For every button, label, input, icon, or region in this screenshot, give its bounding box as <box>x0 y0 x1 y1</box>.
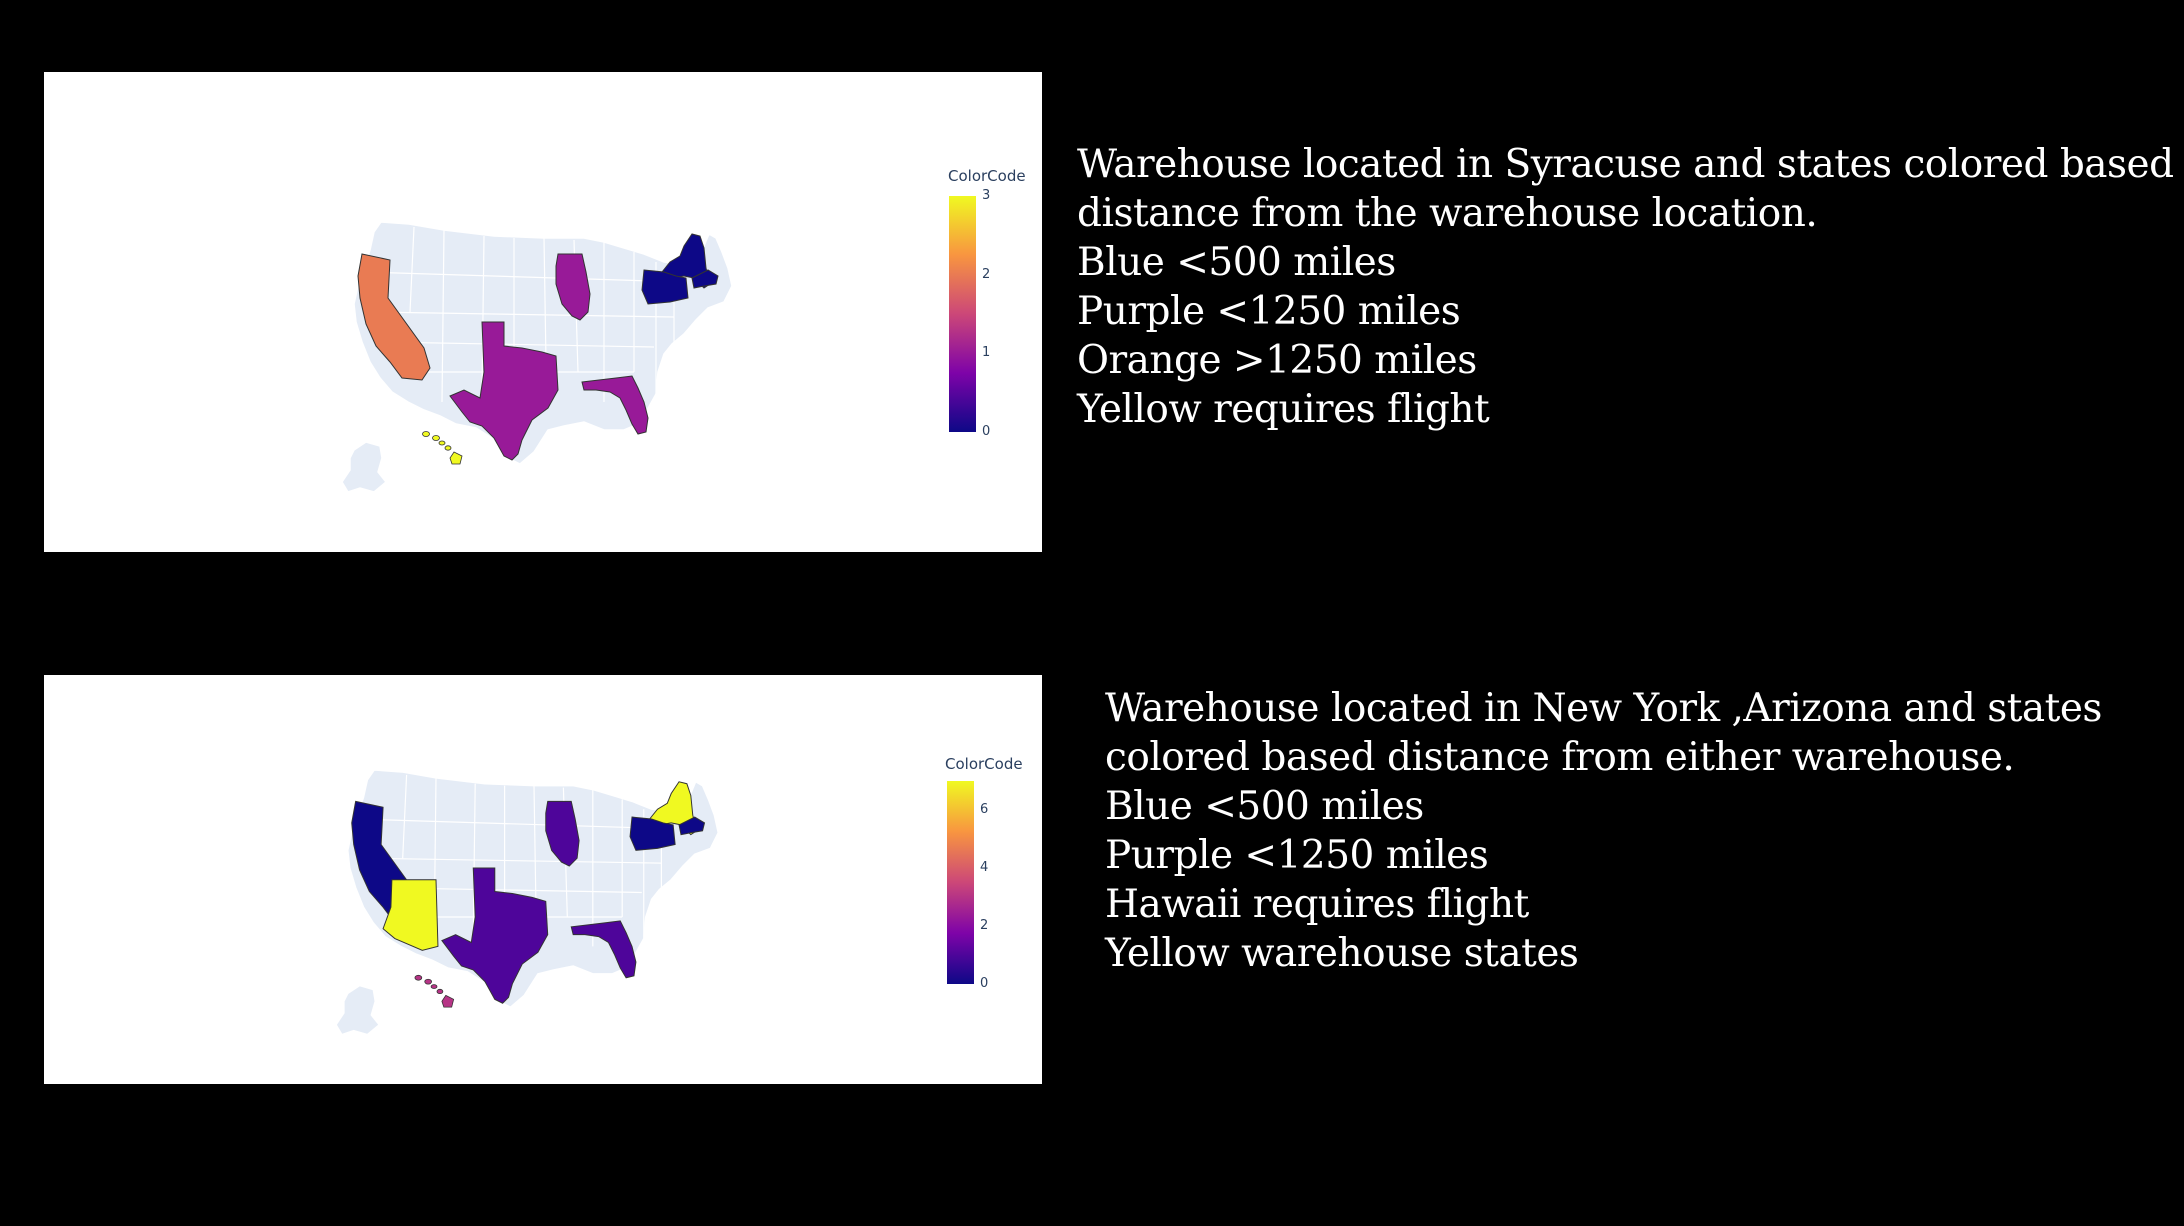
description-line: Warehouse located in Syracuse and states… <box>1077 142 2174 187</box>
legend-blue-line: Blue <500 miles <box>1077 240 1396 285</box>
map-panel-ny-arizona: ColorCode 0 2 4 6 <box>44 675 1042 1084</box>
legend-yellow-line: Yellow warehouse states <box>1105 931 1579 976</box>
state-florida <box>581 375 649 435</box>
state-border <box>363 271 685 283</box>
colorbar <box>949 196 976 432</box>
state-border <box>409 226 415 313</box>
state-hawaii <box>424 978 432 985</box>
legend-yellow-line: Yellow requires flight <box>1077 387 1490 432</box>
state-pennsylvania <box>641 269 689 305</box>
description-syracuse: Warehouse located in Syracuse and states… <box>1077 140 2174 434</box>
map-panel-syracuse: ColorCode 0 1 2 3 <box>44 72 1042 552</box>
map-group <box>341 221 733 493</box>
description-line: distance from the warehouse location. <box>1077 191 1818 236</box>
state-hawaii <box>449 451 463 465</box>
state-border <box>383 341 655 348</box>
state-border <box>367 857 662 864</box>
state-hawaii <box>436 988 444 995</box>
state-florida <box>570 920 637 979</box>
legend-blue-line: Blue <500 miles <box>1105 784 1424 829</box>
legend-purple-line: Purple <1250 miles <box>1105 833 1489 878</box>
state-california <box>357 253 431 381</box>
state-border <box>533 785 537 908</box>
legend-orange-line: Orange >1250 miles <box>1077 338 1477 383</box>
description-line: colored based distance from either wareh… <box>1105 735 2015 780</box>
state-hawaii <box>432 435 440 441</box>
state-border <box>402 774 408 859</box>
state-alaska <box>341 441 388 493</box>
state-massachusetts <box>678 816 706 836</box>
colorbar-tick: 0 <box>980 976 989 991</box>
colorbar <box>947 781 974 984</box>
colorbar-tick: 6 <box>980 802 989 817</box>
state-massachusetts <box>691 269 719 289</box>
us-choropleth-map-2 <box>335 769 720 1036</box>
colorbar-title: ColorCode <box>948 167 1026 185</box>
colorbar-title: ColorCode <box>945 755 1023 773</box>
colorbar-tick: 3 <box>982 188 991 203</box>
description-line: Warehouse located in New York ,Arizona a… <box>1105 686 2102 731</box>
state-illinois <box>555 253 591 321</box>
state-hawaii <box>430 984 438 989</box>
state-texas <box>441 867 549 1004</box>
colorbar-tick: 2 <box>982 266 991 282</box>
colorbar-tick: 0 <box>982 424 991 439</box>
legend-hawaii-line: Hawaii requires flight <box>1105 882 1529 927</box>
state-border <box>357 818 672 830</box>
state-pennsylvania <box>629 816 676 851</box>
description-ny-arizona: Warehouse located in New York ,Arizona a… <box>1105 684 2102 978</box>
map-group <box>335 769 720 1036</box>
colorbar-tick: 2 <box>980 918 989 933</box>
state-hawaii <box>422 431 430 437</box>
colorbar-tick: 1 <box>982 345 991 361</box>
state-hawaii <box>444 445 452 451</box>
state-alaska <box>335 984 381 1036</box>
state-border <box>373 311 675 318</box>
state-texas <box>449 321 559 461</box>
colorbar-tick: 4 <box>980 860 989 875</box>
legend-purple-line: Purple <1250 miles <box>1077 289 1461 334</box>
state-border <box>441 229 445 403</box>
state-border <box>543 237 547 363</box>
state-illinois <box>545 800 580 867</box>
state-arizona <box>382 879 439 951</box>
state-hawaii <box>438 440 446 446</box>
state-hawaii <box>414 974 423 981</box>
state-hawaii <box>441 994 455 1008</box>
us-choropleth-map-1 <box>341 221 733 493</box>
